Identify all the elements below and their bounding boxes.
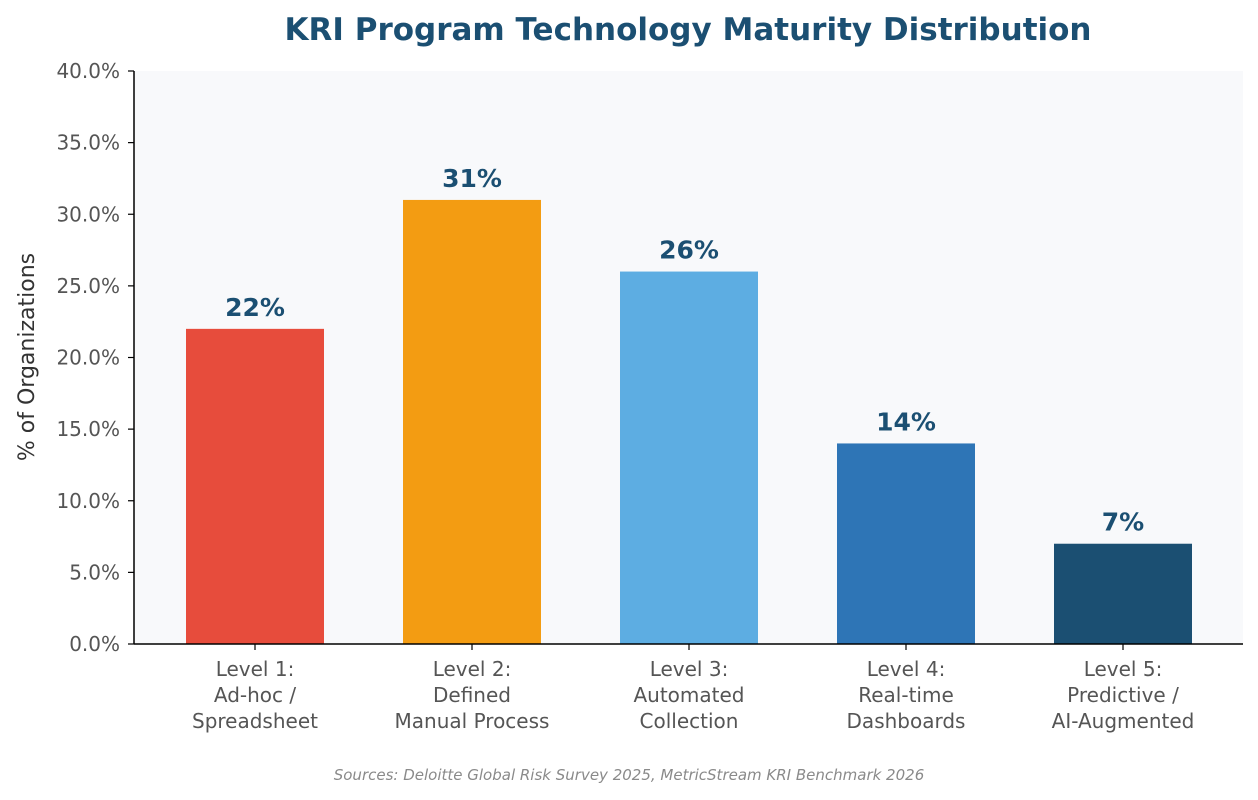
y-ticks-group: 0.0% 5.0% 10.0% 15.0% 20.0% 25.0% 30.0% 35.0% 40… (56, 59, 134, 656)
x-tick-label-line: AI-Augmented (1052, 709, 1195, 733)
data-label-level-3: 26% (659, 236, 719, 265)
x-tick-label-line: Level 1: (216, 657, 295, 681)
y-tick-label: 40.0% (56, 59, 120, 83)
data-label-level-4: 14% (876, 407, 936, 436)
x-tick-label-line: Level 2: (433, 657, 512, 681)
y-tick-label: 15.0% (56, 417, 120, 441)
x-tick-label-level-4: Level 4: Real-time Dashboards (847, 657, 966, 733)
y-tick-label: 35.0% (56, 131, 120, 155)
source-note: Sources: Deloitte Global Risk Survey 202… (334, 766, 925, 784)
bar-level-2 (403, 199, 541, 645)
data-label-level-5: 7% (1102, 508, 1144, 537)
x-tick-label-line: Ad-hoc / (214, 683, 297, 707)
bar-level-3 (620, 271, 758, 644)
x-tick-label-line: Defined (433, 683, 511, 707)
x-tick-label-line: Predictive / (1067, 683, 1179, 707)
x-tick-label-level-5: Level 5: Predictive / AI-Augmented (1052, 657, 1195, 733)
bar-level-4 (837, 443, 975, 644)
x-tick-label-line: Collection (640, 709, 739, 733)
y-tick-label: 30.0% (56, 202, 120, 226)
y-tick-label: 20.0% (56, 346, 120, 370)
y-axis-label: % of Organizations (15, 253, 40, 461)
chart-title: KRI Program Technology Maturity Distribu… (285, 12, 1092, 48)
x-tick-label-line: Level 3: (650, 657, 729, 681)
x-tick-label-line: Real-time (858, 683, 954, 707)
x-ticks-group: Level 1: Ad-hoc / Spreadsheet Level 2: Defin… (192, 644, 1194, 733)
data-label-level-2: 31% (442, 164, 502, 193)
bars-group: 22% 31% 26% 14% 7% (186, 164, 1192, 645)
y-tick-label: 25.0% (56, 274, 120, 298)
bar-level-5 (1054, 543, 1192, 644)
x-tick-label-line: Level 4: (867, 657, 946, 681)
x-tick-label-line: Level 5: (1084, 657, 1163, 681)
y-tick-label: 5.0% (69, 560, 120, 584)
x-tick-label-level-1: Level 1: Ad-hoc / Spreadsheet (192, 657, 318, 733)
x-tick-label-line: Dashboards (847, 709, 966, 733)
y-tick-label: 10.0% (56, 489, 120, 513)
x-tick-label-level-2: Level 2: Defined Manual Process (395, 657, 550, 733)
x-tick-label-line: Spreadsheet (192, 709, 318, 733)
x-tick-label-line: Automated (633, 683, 744, 707)
x-tick-label-line: Manual Process (395, 709, 550, 733)
x-tick-label-level-3: Level 3: Automated Collection (633, 657, 744, 733)
bar-level-1 (186, 328, 324, 644)
data-label-level-1: 22% (225, 293, 285, 322)
y-tick-label: 0.0% (69, 632, 120, 656)
